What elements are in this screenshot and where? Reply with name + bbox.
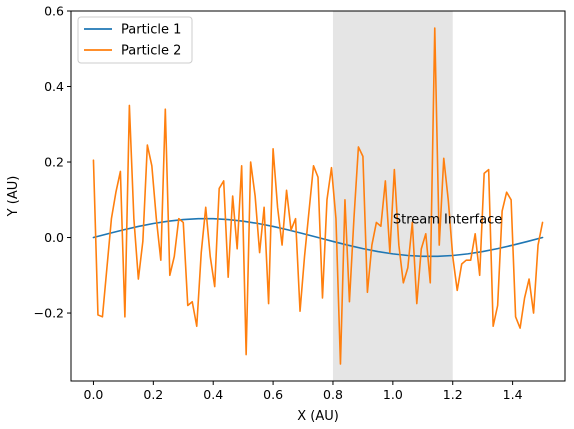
legend-label: Particle 2	[121, 44, 181, 59]
legend: Particle 1 Particle 2	[77, 16, 193, 64]
y-tick-label: 0.0	[44, 230, 64, 245]
x-axis-label: X (AU)	[297, 409, 339, 424]
x-tick-label: 1.2	[443, 387, 463, 402]
y-tick-label: −0.2	[34, 306, 64, 321]
y-tick-label: 0.4	[44, 79, 64, 94]
x-tick-label: 0.4	[203, 387, 223, 402]
y-tick-label: 0.6	[44, 4, 64, 19]
x-tick-label: 1.4	[503, 387, 523, 402]
ticks-layer: 0.0 0.2 0.4 0.6 0.8 1.0 1.2 1.4 −0.2 0.0 0.2 0.4 0.6	[34, 4, 523, 403]
x-tick-label: 0.2	[143, 387, 163, 402]
x-tick-label: 0.6	[263, 387, 283, 402]
y-axis-label: Y (AU)	[6, 176, 21, 218]
legend-label: Particle 1	[121, 23, 181, 38]
axes-frame	[70, 10, 566, 382]
y-tick-label: 0.2	[44, 155, 64, 170]
series-line-2	[92, 27, 544, 365]
annotation-label: Stream Interface	[393, 213, 502, 228]
x-tick-label: 0.8	[323, 387, 343, 402]
x-tick-label: 1.0	[383, 387, 403, 402]
x-tick-label: 0.0	[84, 387, 104, 402]
plot-layer	[92, 11, 544, 381]
